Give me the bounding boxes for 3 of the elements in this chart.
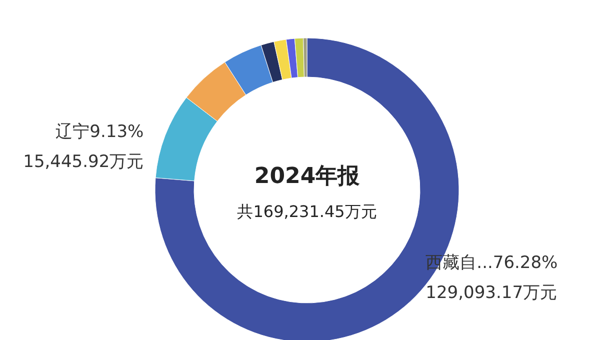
text: 共169,231.45万元 xyxy=(237,202,377,221)
slice-label: 辽宁9.13% 15,445.92万元 xyxy=(23,122,144,172)
text: 2024年报 xyxy=(254,164,361,189)
